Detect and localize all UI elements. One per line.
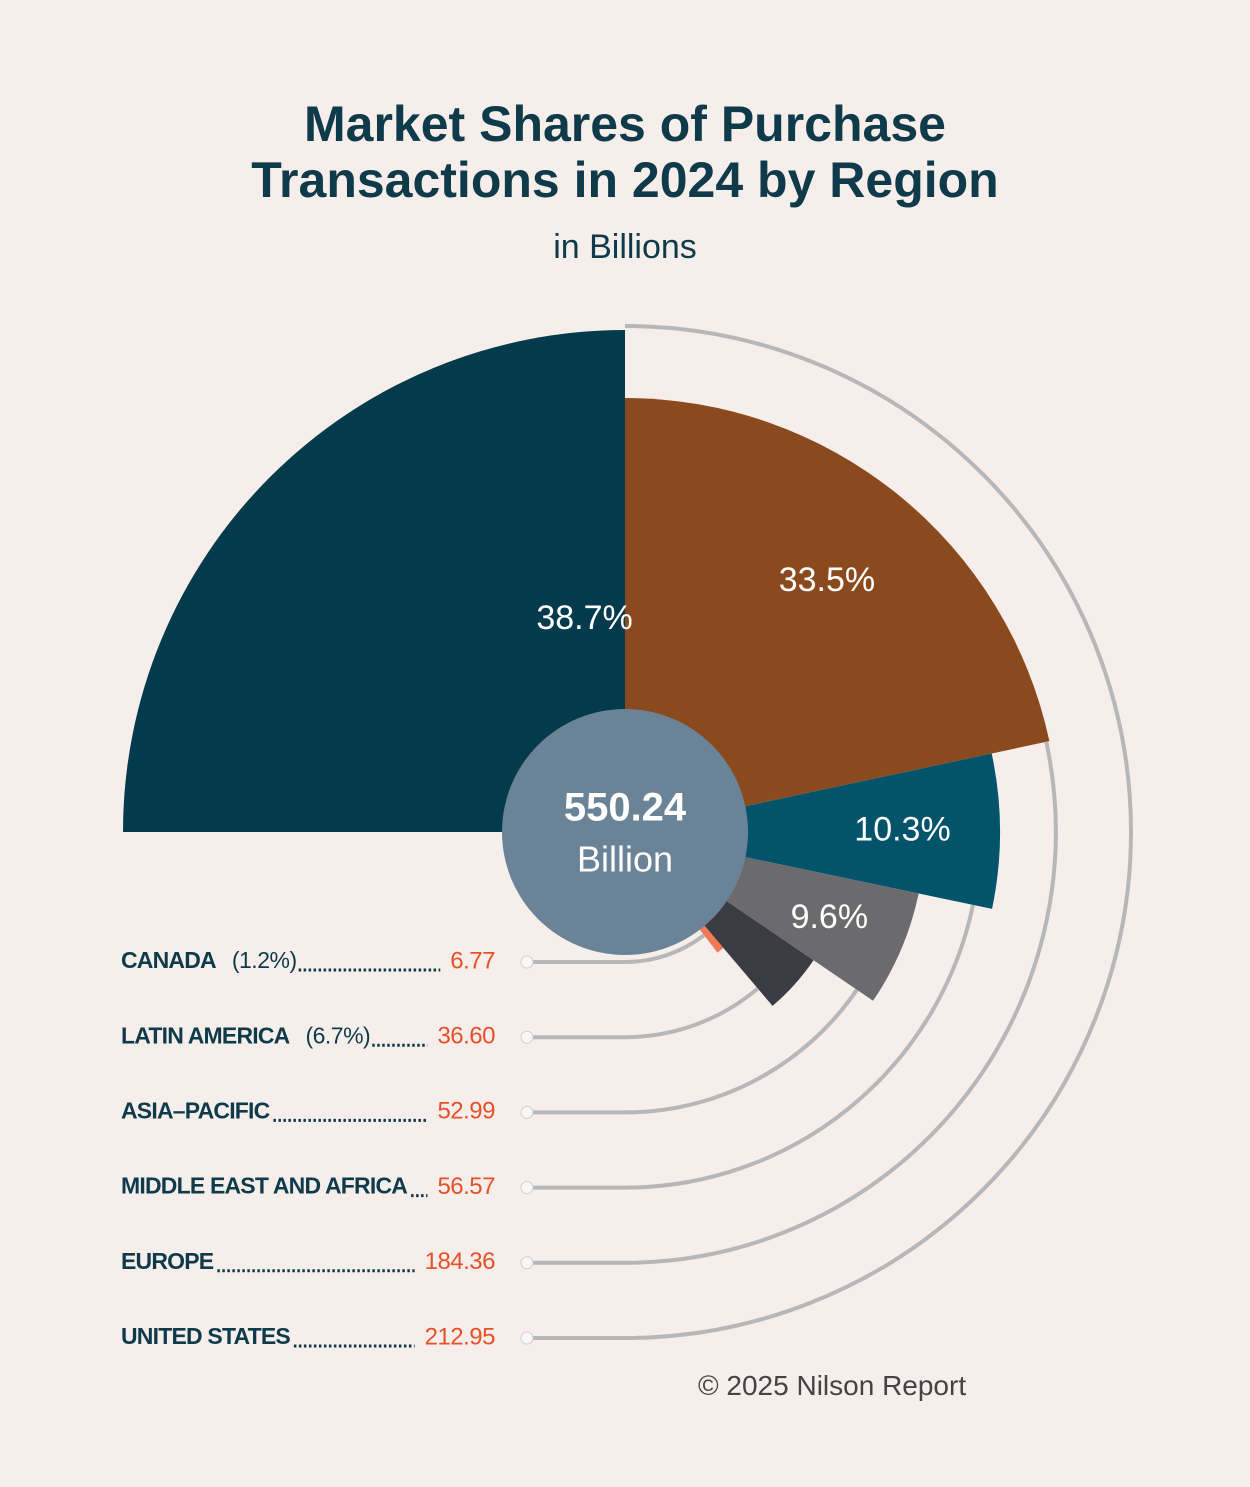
legend-percent: (6.7%) xyxy=(305,1022,370,1048)
legend-label: CANADA xyxy=(121,947,216,973)
percent-label: 38.7% xyxy=(536,599,632,637)
wedge xyxy=(123,330,625,832)
credit: © 2025 Nilson Report xyxy=(698,1370,967,1401)
value-label: 184.36 xyxy=(425,1248,496,1275)
leader-dot xyxy=(520,1256,534,1270)
leader-line xyxy=(530,904,976,1190)
leader-dot xyxy=(520,1181,534,1195)
legend-label: MIDDLE EAST AND AFRICA xyxy=(121,1173,407,1199)
legend-label: UNITED STATES xyxy=(121,1323,290,1349)
leader-line xyxy=(530,986,760,1040)
legend-percent: (1.2%) xyxy=(232,947,297,973)
leader-line xyxy=(530,988,859,1115)
percent-label: 9.6% xyxy=(791,898,869,936)
leader-line xyxy=(530,933,706,964)
value-label: 36.60 xyxy=(437,1023,495,1050)
leader-line xyxy=(530,324,1133,1340)
value-label: 6.77 xyxy=(450,947,495,974)
value-label: 52.99 xyxy=(437,1098,495,1125)
value-label: 212.95 xyxy=(425,1323,496,1350)
percent-label: 10.3% xyxy=(854,810,950,848)
percent-label: 33.5% xyxy=(779,561,875,599)
legend-label: LATIN AMERICA xyxy=(121,1022,290,1048)
value-label: 56.57 xyxy=(437,1173,495,1200)
leader-dot xyxy=(520,1105,534,1119)
chart-title: Market Shares of Purchase Transactions i… xyxy=(251,96,999,208)
center-circle xyxy=(502,709,748,955)
leader-dot xyxy=(520,1331,534,1345)
leader-line xyxy=(530,741,1058,1265)
legend-label: EUROPE xyxy=(121,1248,214,1274)
chart-subtitle: in Billions xyxy=(553,228,697,266)
legend-label: ASIA–PACIFIC xyxy=(121,1097,270,1123)
wedge xyxy=(625,753,1000,909)
leader-dot xyxy=(520,955,534,969)
total-unit: Billion xyxy=(577,839,673,880)
total-value: 550.24 xyxy=(564,786,687,830)
wedge xyxy=(625,398,1050,832)
leader-dot xyxy=(520,1030,534,1044)
